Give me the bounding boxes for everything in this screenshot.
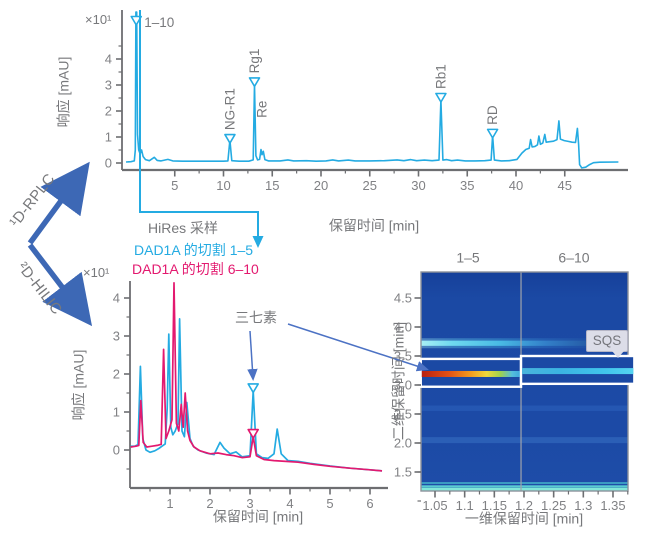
- svg-text:1.05: 1.05: [422, 498, 447, 513]
- dimension-flow-arrows: [27, 161, 93, 327]
- svg-text:2: 2: [206, 496, 213, 511]
- legend-cut-1-5: DAD1A 的切割 1–5: [134, 242, 254, 258]
- svg-text:2.5: 2.5: [394, 407, 412, 422]
- svg-text:4: 4: [105, 52, 112, 67]
- peak-label: Re: [255, 101, 270, 118]
- peak-marker: [130, 15, 143, 26]
- svg-text:1: 1: [166, 496, 173, 511]
- svg-text:1.3: 1.3: [574, 498, 592, 513]
- top-xlabel: 保留时间 [min]: [328, 217, 420, 234]
- hires-sampling-label: HiRes 采样: [148, 220, 219, 236]
- bottom-xlabel: 保留时间 [min]: [212, 508, 304, 525]
- top-chart-peak-markers: 1–10 NG-R1 Rg1 Re Rb1 RD: [130, 15, 500, 144]
- top-ylabel: 响应 [mAU]: [55, 56, 72, 128]
- heatmap-col-label-1-5: 1–5: [456, 249, 480, 266]
- svg-text:2: 2: [113, 367, 120, 382]
- svg-text:45: 45: [558, 178, 572, 193]
- svg-text:1.1: 1.1: [456, 498, 474, 513]
- peak-marker: [486, 128, 499, 139]
- svg-text:5: 5: [171, 178, 178, 193]
- legend-cut-6-10: DAD1A 的切割 6–10: [132, 261, 259, 277]
- svg-text:0: 0: [113, 443, 120, 458]
- bottom-chart-traces: [130, 281, 383, 472]
- svg-text:3: 3: [246, 496, 253, 511]
- svg-text:1: 1: [113, 405, 120, 420]
- heatmap-xlabel: 一维保留时间 [min]: [464, 510, 584, 527]
- svg-text:4: 4: [113, 291, 120, 306]
- peak-marker: [248, 77, 261, 88]
- svg-text:1.2: 1.2: [515, 498, 533, 513]
- svg-text:1.35: 1.35: [600, 498, 625, 513]
- svg-text:1.5: 1.5: [394, 465, 412, 480]
- peak-label: RD: [485, 105, 500, 125]
- bottom-scale-label: ×10¹: [83, 265, 110, 280]
- svg-text:1: 1: [105, 130, 112, 145]
- svg-text:20: 20: [314, 178, 328, 193]
- peak-marker: [224, 133, 236, 144]
- sqs-annotation-badge: SQS: [586, 330, 628, 352]
- heatmap-ylabel: 二维保留时间 [min]: [390, 321, 407, 441]
- svg-text:3: 3: [105, 78, 112, 93]
- svg-text:6: 6: [366, 496, 373, 511]
- sqs-badge-pointer: [612, 351, 624, 358]
- peak-label: Rb1: [433, 64, 448, 89]
- peak-marker: [247, 383, 260, 394]
- bottom-ylabel: 响应 [mAU]: [70, 349, 87, 421]
- bottom-trace-magenta: [130, 281, 383, 472]
- svg-text:1.15: 1.15: [482, 498, 507, 513]
- heatmap-panel: [419, 271, 636, 492]
- bottom-chart-axes: 1 2 3 4 5 6 0 1 2 3 4: [113, 281, 388, 511]
- sanchi-peak-label: 三七素: [235, 309, 277, 326]
- hires-sampling-bracket: [139, 10, 264, 248]
- top-chart-trace: [125, 11, 619, 169]
- svg-text:2.0: 2.0: [394, 436, 412, 451]
- svg-text:15: 15: [265, 178, 279, 193]
- top-scale-label: ×10¹: [85, 12, 112, 27]
- heatmap-col-label-6-10: 6–10: [558, 249, 590, 266]
- svg-text:5: 5: [326, 496, 333, 511]
- peak-marker: [247, 428, 260, 439]
- heatmap-axes: 4.54.03.53.02.52.01.51.05 1.1 1.15 1.2 1.25 1…: [394, 291, 629, 513]
- peak-label: 1–10: [144, 15, 174, 30]
- svg-text:10: 10: [216, 178, 230, 193]
- sanchi-annotation-arrows: [247, 323, 429, 381]
- svg-text:1.25: 1.25: [541, 498, 566, 513]
- peak-label: Rg1: [247, 49, 262, 74]
- peak-marker: [435, 92, 447, 103]
- svg-text:3.0: 3.0: [394, 378, 412, 393]
- peak-label: NG-R1: [222, 88, 237, 130]
- svg-text:4: 4: [286, 496, 293, 511]
- svg-text:3: 3: [113, 329, 120, 344]
- top-trace-dad1a: [125, 11, 619, 169]
- top-chart-axes: 5 10 15 20 25 30 35 40 45 0 1 2 3 4: [105, 10, 628, 193]
- svg-text:25: 25: [363, 178, 377, 193]
- svg-text:40: 40: [509, 178, 523, 193]
- svg-text:0: 0: [105, 156, 112, 171]
- svg-text:35: 35: [460, 178, 474, 193]
- svg-text:4.0: 4.0: [394, 320, 412, 335]
- svg-text:4.5: 4.5: [394, 291, 412, 306]
- svg-text:30: 30: [411, 178, 425, 193]
- svg-text:2: 2: [105, 104, 112, 119]
